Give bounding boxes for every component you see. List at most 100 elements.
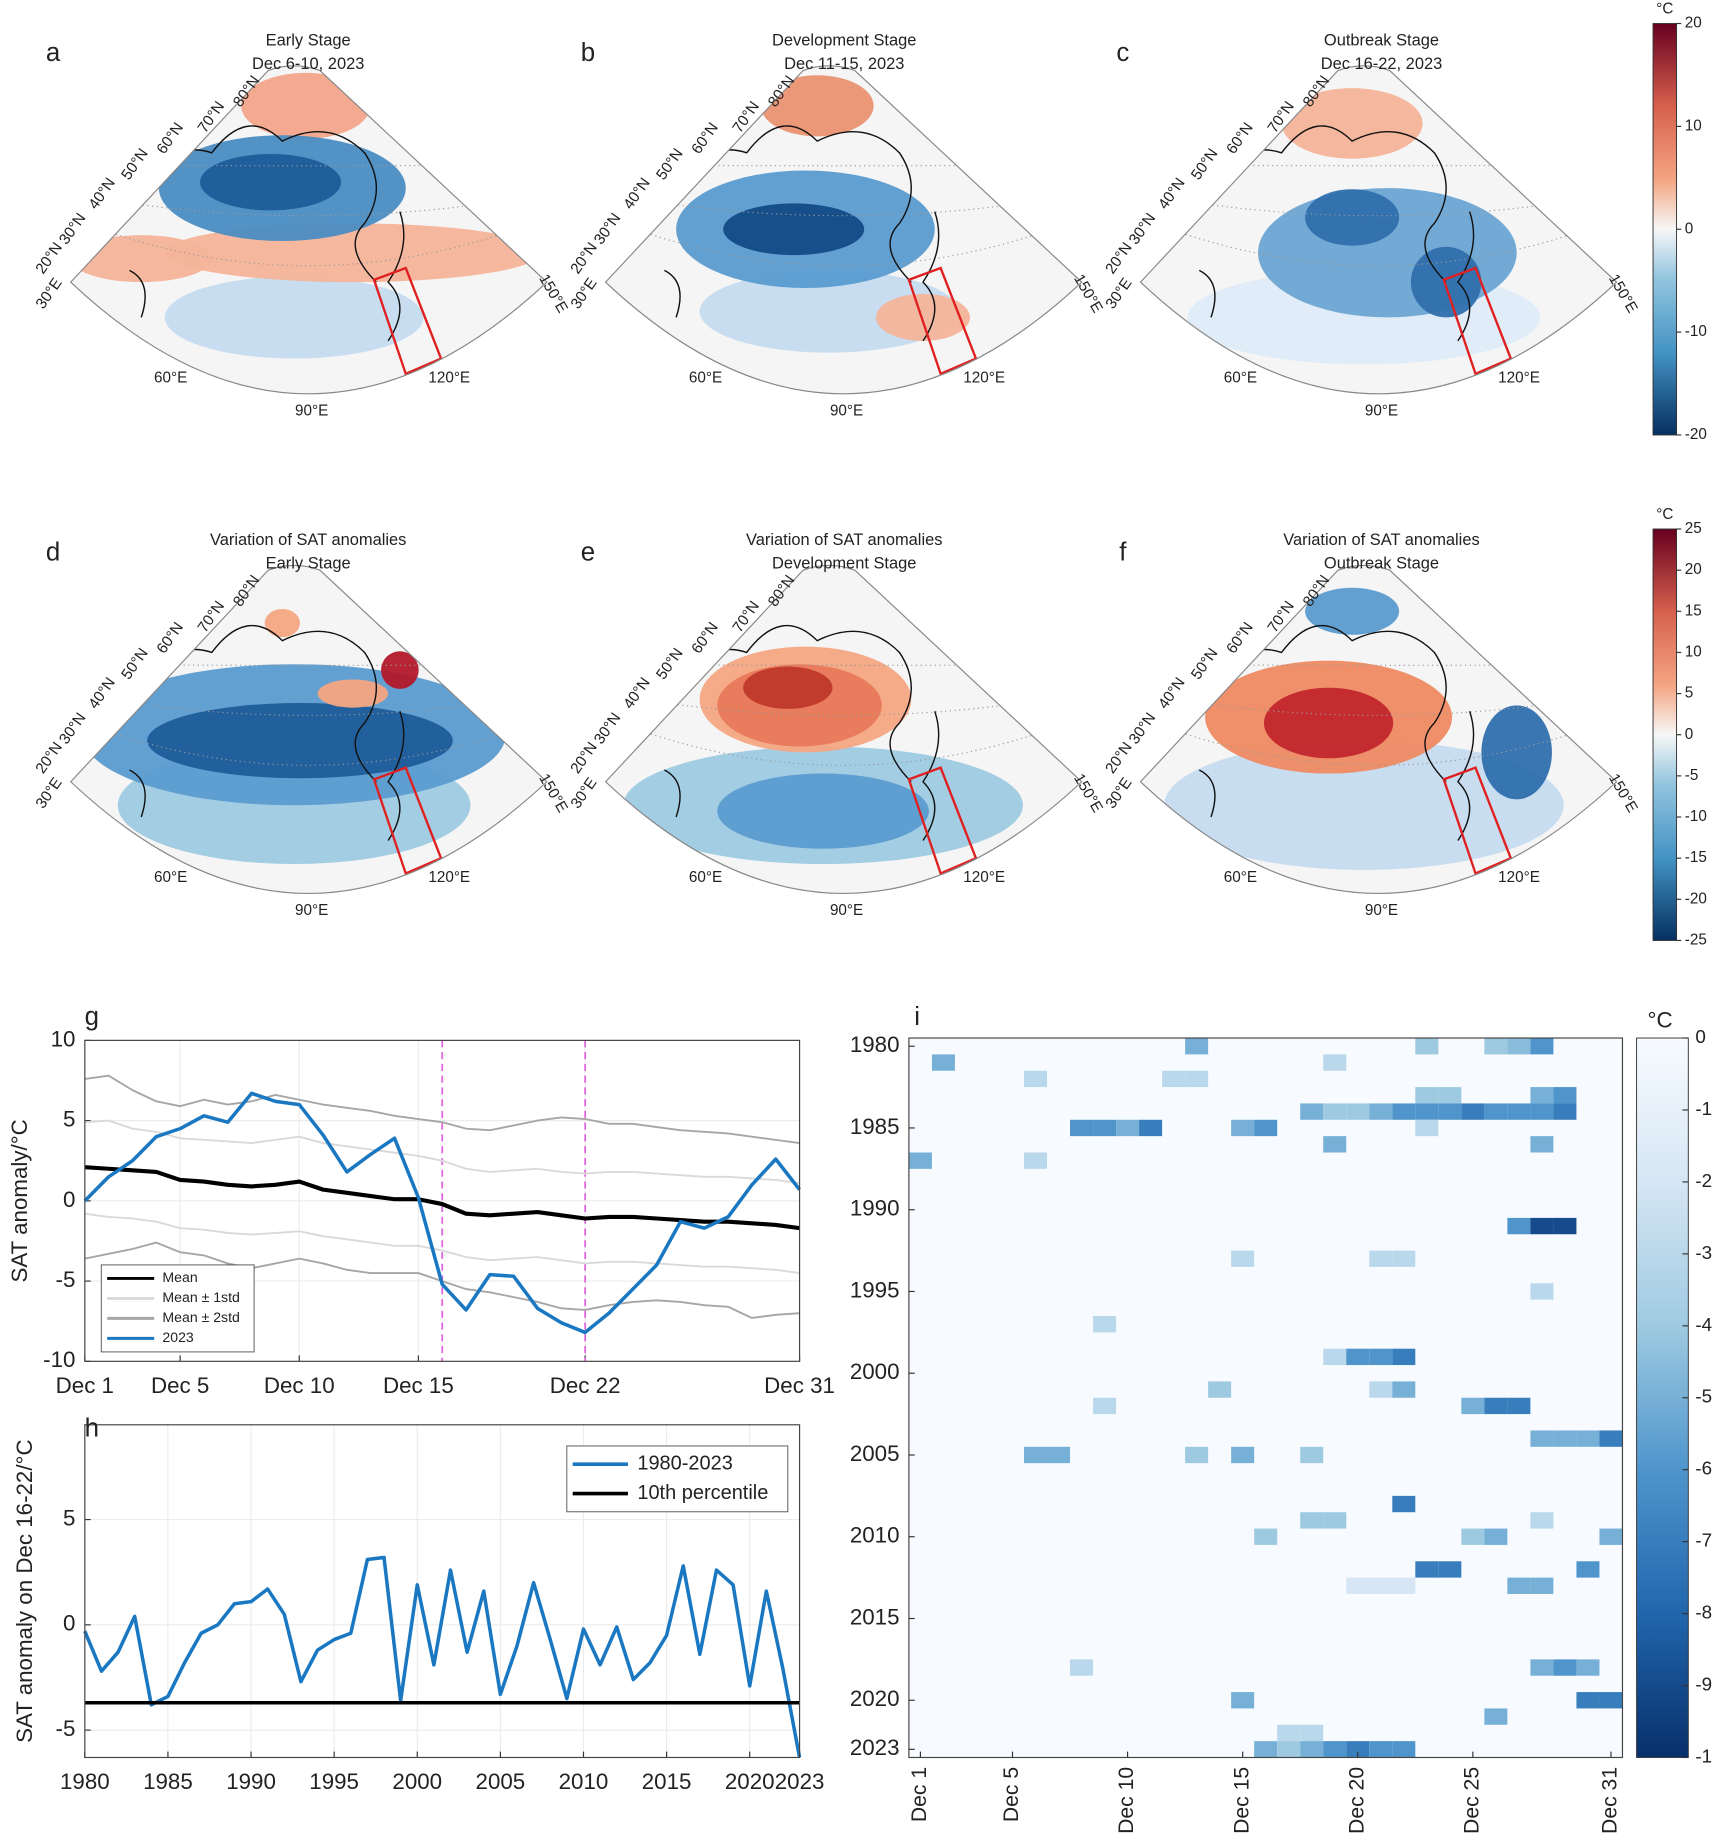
- heat-cell: [1461, 1103, 1485, 1120]
- latitude-label: 30°N: [56, 210, 89, 248]
- x-tick-label: Dec 5: [1000, 1767, 1023, 1822]
- heat-cell: [1415, 1103, 1439, 1120]
- map-frame: [604, 564, 1083, 894]
- y-tick-label: 1985: [850, 1114, 900, 1139]
- heat-cell: [1300, 1741, 1324, 1758]
- heat-cell: [1369, 1103, 1393, 1120]
- y-axis-label: SAT anomaly/°C: [7, 1119, 32, 1282]
- heat-cell: [1323, 1054, 1347, 1071]
- y-tick-label: 1995: [850, 1277, 900, 1302]
- colorbar-tick-label: -9: [1695, 1674, 1712, 1695]
- anomaly-blob: [241, 72, 371, 139]
- legend-label: Mean ± 1std: [162, 1289, 239, 1305]
- anomaly-blob: [1263, 687, 1394, 759]
- heat-cell: [1392, 1250, 1416, 1267]
- longitude-label: 30°E: [33, 775, 66, 812]
- x-tick-label: Dec 25: [1460, 1767, 1483, 1834]
- heat-cell: [1553, 1659, 1577, 1676]
- y-tick-label: 2000: [850, 1359, 900, 1384]
- panel-letter: g: [85, 1003, 99, 1031]
- anomaly-blob: [164, 276, 424, 359]
- longitude-label: 30°E: [568, 775, 601, 812]
- legend-label: Mean ± 2std: [162, 1309, 239, 1325]
- latitude-label: 40°N: [1155, 674, 1188, 712]
- longitude-label: 150°E: [1605, 771, 1641, 816]
- heat-cell: [931, 1054, 955, 1071]
- heat-cell: [1438, 1561, 1462, 1578]
- heat-cell: [1162, 1070, 1186, 1088]
- heat-cell: [1530, 1038, 1554, 1055]
- y-tick-label: 5: [63, 1505, 75, 1530]
- panel-letter: f: [1119, 539, 1127, 567]
- heat-cell: [1116, 1119, 1140, 1137]
- x-tick-label: Dec 10: [1115, 1767, 1138, 1834]
- heat-cell: [1093, 1119, 1117, 1137]
- heat-cell: [1530, 1087, 1554, 1104]
- panel-title: Dec 6-10, 2023: [252, 55, 364, 73]
- colorbar-tick-label: -4: [1695, 1314, 1712, 1335]
- x-tick-label: Dec 1: [56, 1373, 114, 1398]
- longitude-label: 60°E: [1224, 370, 1257, 387]
- panel-letter: i: [914, 1003, 920, 1031]
- colorbar-tick-label: 20: [1685, 561, 1702, 578]
- heat-cell: [1277, 1741, 1301, 1758]
- heat-cell: [1599, 1692, 1623, 1709]
- heat-cell: [1231, 1119, 1255, 1137]
- map-frame: [604, 65, 1083, 395]
- heat-cell: [1576, 1692, 1600, 1709]
- heat-cell: [1023, 1070, 1048, 1088]
- panel-title: Variation of SAT anomalies: [210, 531, 406, 549]
- longitude-label: 60°E: [689, 869, 722, 886]
- y-tick-label: -5: [56, 1267, 76, 1292]
- x-tick-label: 2000: [392, 1769, 442, 1794]
- heat-cell: [1530, 1659, 1554, 1676]
- heat-cell: [1530, 1283, 1554, 1300]
- heat-cell: [1323, 1136, 1347, 1153]
- colorbar-tick-label: -25: [1685, 931, 1707, 948]
- y-tick-label: 5: [63, 1107, 75, 1132]
- panel-title: Development Stage: [772, 555, 916, 573]
- longitude-label: 90°E: [830, 902, 863, 919]
- heat-cell: [1484, 1397, 1508, 1415]
- latitude-label: 20°N: [1102, 240, 1135, 278]
- longitude-label: 90°E: [1365, 902, 1398, 919]
- heat-cell: [1553, 1430, 1577, 1447]
- latitude-label: 20°N: [567, 240, 600, 278]
- map-frame: [1139, 65, 1618, 395]
- heat-cell: [1392, 1103, 1416, 1120]
- map-panel: f Variation of SAT anomalies Outbreak Stag…: [1102, 531, 1640, 919]
- coastline: [1198, 125, 1475, 342]
- longitude-label: 60°E: [154, 869, 187, 886]
- longitude-label: 90°E: [295, 902, 328, 919]
- heat-cell: [1392, 1348, 1416, 1366]
- longitude-label: 150°E: [535, 271, 571, 316]
- heat-cell: [1507, 1577, 1531, 1594]
- latitude-label: 20°N: [32, 739, 65, 777]
- map-panel: c Outbreak Stage Dec 16-22, 2023 20°N30°N40…: [1102, 31, 1640, 419]
- anomaly-field: [1140, 88, 1617, 365]
- heat-cell: [1507, 1397, 1531, 1415]
- longitude-label: 60°E: [689, 370, 722, 387]
- anomaly-blob: [317, 679, 389, 708]
- longitude-label: 150°E: [1070, 771, 1106, 816]
- x-tick-label: 2020: [725, 1769, 775, 1794]
- legend-box: [566, 1445, 789, 1513]
- study-region: [372, 766, 443, 876]
- longitude-label: 120°E: [1498, 370, 1540, 387]
- heat-cell: [1231, 1692, 1255, 1709]
- panel-letter: e: [581, 539, 595, 567]
- colorbar: [1636, 1037, 1689, 1758]
- colorbar-tick-label: -10: [1685, 808, 1707, 825]
- heat-cell: [1461, 1528, 1485, 1545]
- panel-title: Dec 16-22, 2023: [1321, 55, 1443, 73]
- panel-letter: d: [46, 539, 60, 567]
- heat-cell: [1553, 1217, 1577, 1235]
- x-tick-label: 2015: [642, 1769, 692, 1794]
- heat-cell: [1484, 1103, 1508, 1120]
- longitude-label: 30°E: [568, 275, 601, 312]
- heat-cell: [1300, 1103, 1324, 1120]
- heat-cell: [1300, 1724, 1324, 1742]
- heat-cell: [1576, 1561, 1600, 1578]
- y-tick-label: 1980: [850, 1032, 900, 1057]
- latitude-label: 40°N: [85, 674, 118, 712]
